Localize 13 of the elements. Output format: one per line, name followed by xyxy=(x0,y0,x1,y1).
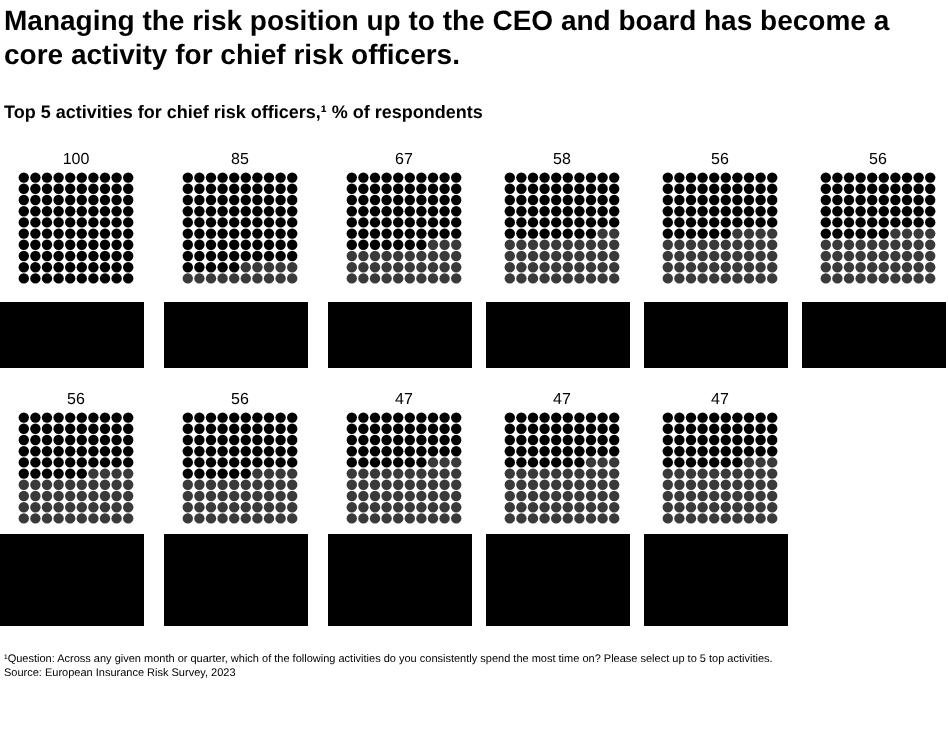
data-label: 67 xyxy=(395,150,414,169)
text: Managing the risk position up to the CEO and board has become a core activity for chief risk officers. xyxy=(4,4,892,72)
data-label: 56 xyxy=(711,150,730,169)
text: Top 5 activities for chief risk officers,¹ % of respondents xyxy=(4,102,483,122)
data-label: 47 xyxy=(395,390,414,409)
data-label: 56 xyxy=(869,150,888,169)
data-label: 56 xyxy=(67,390,86,409)
data-label: 47 xyxy=(553,390,572,409)
data-label: 56 xyxy=(231,390,250,409)
data-label: 100 xyxy=(62,150,91,169)
data-label: 58 xyxy=(553,150,572,169)
data-label: 85 xyxy=(231,150,250,169)
data-label: 47 xyxy=(711,390,730,409)
